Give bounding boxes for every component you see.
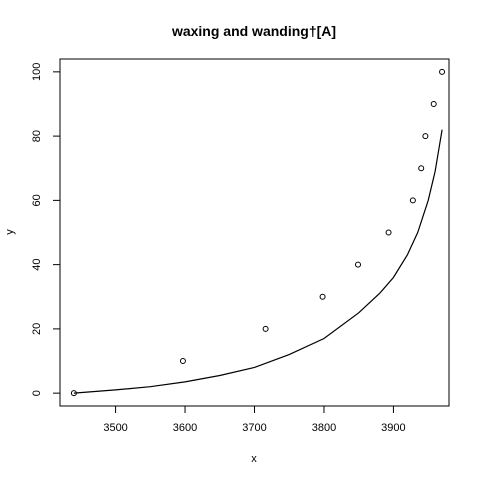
x-axis-label: x	[251, 453, 257, 465]
x-tick-label: 3700	[242, 422, 266, 434]
data-point	[179, 358, 186, 365]
data-point	[262, 325, 269, 332]
y-axis-label: y	[4, 229, 16, 235]
data-point	[355, 261, 362, 268]
x-axis: 3500 3600 3700 3800 3900	[103, 406, 406, 434]
data-point	[70, 390, 77, 397]
data-points-group	[70, 68, 446, 397]
y-axis: 0 20 40 60 80 100	[31, 63, 60, 396]
y-tick-label: 100	[31, 63, 43, 81]
x-tick-label: 3600	[173, 422, 197, 434]
y-tick-label: 0	[31, 390, 43, 396]
data-point	[385, 229, 392, 236]
data-point	[418, 165, 425, 172]
y-tick-label: 20	[31, 323, 43, 335]
data-point	[439, 68, 446, 75]
x-tick-label: 3900	[381, 422, 405, 434]
x-tick-label: 3800	[312, 422, 336, 434]
data-point	[422, 133, 429, 140]
data-point	[409, 197, 416, 204]
data-point	[430, 100, 437, 107]
y-tick-label: 80	[31, 130, 43, 142]
x-tick-label: 3500	[103, 422, 127, 434]
data-point	[319, 293, 326, 300]
chart-title: waxing and wanding†[A]	[171, 23, 336, 39]
fit-curve	[73, 129, 443, 394]
fit-curve-group	[73, 129, 443, 394]
y-tick-label: 60	[31, 194, 43, 206]
y-tick-label: 40	[31, 259, 43, 271]
